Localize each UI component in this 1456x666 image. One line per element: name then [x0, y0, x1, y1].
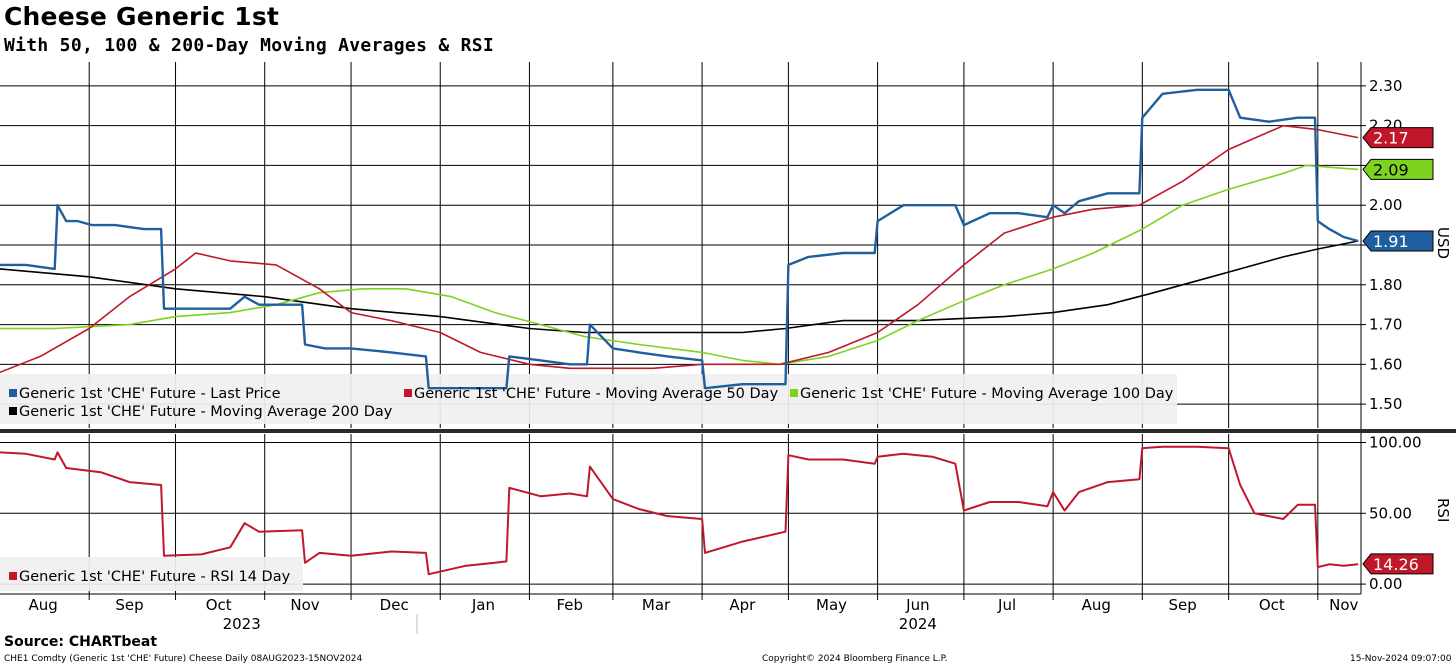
x-tick-label: Sep [1168, 596, 1196, 614]
legend-ma100-swatch [790, 389, 798, 397]
x-tick-label: Apr [729, 596, 756, 614]
x-tick-label: Oct [206, 596, 232, 614]
x-tick-label: Feb [556, 596, 583, 614]
footer-copyright: Copyright© 2024 Bloomberg Finance L.P. [762, 654, 948, 664]
y-tick-label: 1.50 [1369, 395, 1402, 413]
usd-axis-label: USD [1434, 227, 1452, 259]
x-tick-label: Dec [380, 596, 409, 614]
y-tick-label: 2.30 [1369, 77, 1402, 95]
rsi-legend-box [0, 557, 303, 591]
y-tick-label: 2.00 [1369, 196, 1402, 214]
legend-rsi: Generic 1st 'CHE' Future - RSI 14 Day [19, 569, 291, 585]
x-tick-label: Nov [1329, 596, 1358, 614]
x-tick-label: Jul [997, 596, 1016, 614]
legend-ma50: Generic 1st 'CHE' Future - Moving Averag… [414, 386, 779, 402]
x-tick-label: May [816, 596, 847, 614]
footer-ticker-info: CHE1 Comdty (Generic 1st 'CHE' Future) C… [4, 654, 363, 664]
y-tick-label: 50.00 [1369, 504, 1412, 522]
legend-ma100: Generic 1st 'CHE' Future - Moving Averag… [800, 386, 1174, 402]
y-tick-label: 0.00 [1369, 575, 1402, 593]
last-value-tag [1362, 230, 1434, 252]
x-tick-label: Aug [29, 596, 58, 614]
year-label: 2024 [899, 615, 937, 633]
x-tick-label: Jun [905, 596, 929, 614]
series-line [0, 164, 1359, 366]
legend-last-price-swatch [9, 389, 17, 397]
chart-title: Cheese Generic 1st [4, 2, 280, 31]
last-value-tag [1362, 553, 1434, 575]
y-tick-label: 1.80 [1369, 276, 1402, 294]
footer-timestamp: 15-Nov-2024 09:07:00 [1350, 654, 1452, 664]
last-value-tag [1362, 127, 1434, 149]
last-value-label: 14.26 [1373, 555, 1419, 574]
x-tick-label: Oct [1259, 596, 1285, 614]
chart-subtitle: With 50, 100 & 200-Day Moving Averages &… [4, 35, 495, 56]
last-value-label: 2.09 [1373, 160, 1409, 179]
series-layer [0, 88, 1359, 576]
legend-layer: Generic 1st 'CHE' Future - Last Price Gen… [9, 386, 1174, 585]
source-label: Source: CHARTbeat [4, 634, 158, 650]
legend-ma200: Generic 1st 'CHE' Future - Moving Averag… [19, 404, 393, 420]
grid-layer [0, 62, 1361, 600]
x-tick-label: Sep [115, 596, 143, 614]
legend-rsi-swatch [9, 572, 17, 580]
x-tick-label: Jan [471, 596, 495, 614]
legend-background [0, 374, 1177, 591]
axis-layer: 2.302.202.102.001.901.801.701.601.50USD1… [0, 62, 1456, 634]
series-line [0, 240, 1359, 334]
legend-last-price: Generic 1st 'CHE' Future - Last Price [19, 386, 281, 402]
panel-separator [0, 429, 1456, 433]
series-line [0, 88, 1359, 390]
year-label: 2023 [223, 615, 261, 633]
series-line [0, 124, 1359, 374]
y-tick-label: 1.60 [1369, 355, 1402, 373]
series-line [0, 445, 1359, 576]
last-value-label: 2.17 [1373, 129, 1409, 148]
legend-ma50-swatch [404, 389, 412, 397]
x-tick-label: Mar [642, 596, 671, 614]
last-value-label: 1.91 [1373, 232, 1409, 251]
rsi-axis-label: RSI [1434, 498, 1452, 522]
y-tick-label: 1.70 [1369, 316, 1402, 334]
y-tick-label: 100.00 [1369, 433, 1422, 451]
legend-ma200-swatch [9, 407, 17, 415]
x-tick-label: Aug [1082, 596, 1111, 614]
price-legend-box [0, 374, 1177, 424]
last-value-tag [1362, 158, 1434, 180]
x-tick-label: Nov [290, 596, 319, 614]
